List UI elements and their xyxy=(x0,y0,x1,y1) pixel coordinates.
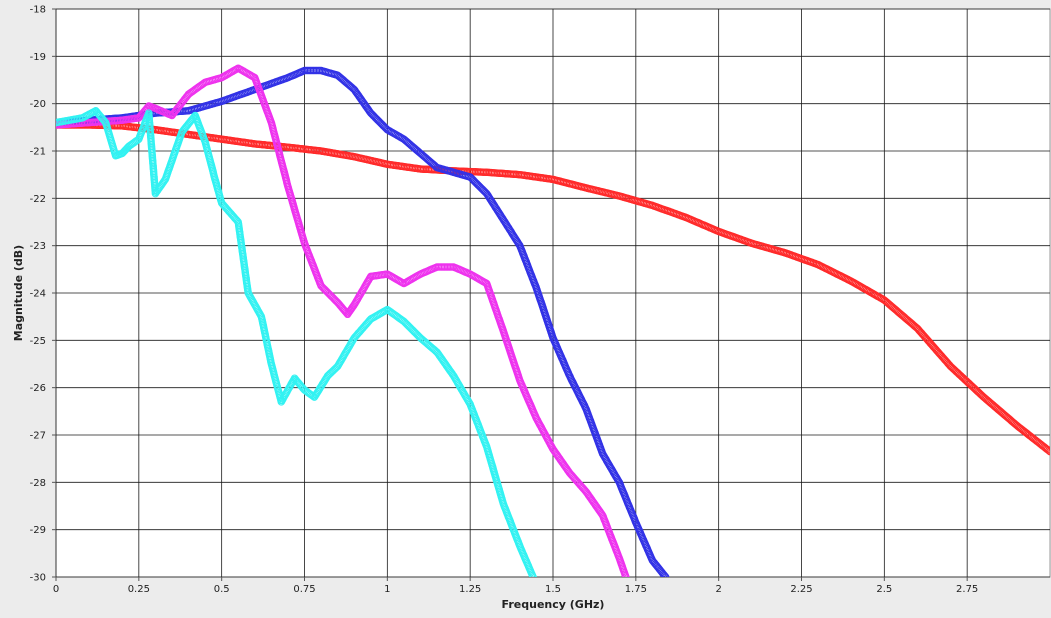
x-tick-label: 0.75 xyxy=(293,584,315,595)
y-tick-label: -25 xyxy=(30,336,46,347)
series-layer xyxy=(56,64,1050,577)
axis-ticks: 0 0.25 0.5 0.75 1 1.25 1.5 1.75 2 2.25 2.5 2.75 -30 -… xyxy=(30,5,979,596)
data-point xyxy=(233,65,241,73)
x-tick-label: 1 xyxy=(384,584,390,595)
y-tick-label: -24 xyxy=(30,289,46,300)
x-tick-label: 0.5 xyxy=(214,584,230,595)
series-3 xyxy=(56,107,537,577)
x-tick-label: 0.25 xyxy=(128,584,150,595)
x-tick-label: 2.75 xyxy=(956,584,978,595)
data-point xyxy=(622,573,630,577)
y-tick-label: -27 xyxy=(30,431,46,442)
y-tick-label: -20 xyxy=(30,99,46,110)
x-tick-label: 1.25 xyxy=(459,584,481,595)
y-tick-label: -29 xyxy=(30,525,46,536)
y-axis-title: Magnitude (dB) xyxy=(12,245,25,341)
y-tick-label: -19 xyxy=(30,52,46,63)
data-point xyxy=(660,570,668,577)
x-tick-label: 2.25 xyxy=(790,584,812,595)
grid-lines xyxy=(55,8,1050,578)
y-tick-label: -30 xyxy=(30,573,46,584)
y-tick-label: -22 xyxy=(30,194,46,205)
y-tick-label: -18 xyxy=(30,5,46,16)
data-point xyxy=(661,573,670,577)
y-tick-label: -23 xyxy=(30,241,46,252)
x-tick-label: 1.5 xyxy=(545,584,561,595)
y-tick-label: -28 xyxy=(30,478,46,489)
data-point xyxy=(660,572,669,577)
x-tick-label: 2 xyxy=(715,584,721,595)
series-2 xyxy=(56,64,630,577)
data-point xyxy=(1045,446,1050,455)
x-tick-label: 2.5 xyxy=(876,584,892,595)
y-tick-label: -26 xyxy=(30,383,46,394)
x-axis-title: Frequency (GHz) xyxy=(502,598,605,611)
x-tick-label: 0 xyxy=(53,584,59,595)
data-point xyxy=(529,573,537,577)
data-point xyxy=(382,306,390,315)
x-tick-label: 1.75 xyxy=(625,584,647,595)
data-point xyxy=(1046,447,1050,456)
y-tick-label: -21 xyxy=(30,147,46,158)
